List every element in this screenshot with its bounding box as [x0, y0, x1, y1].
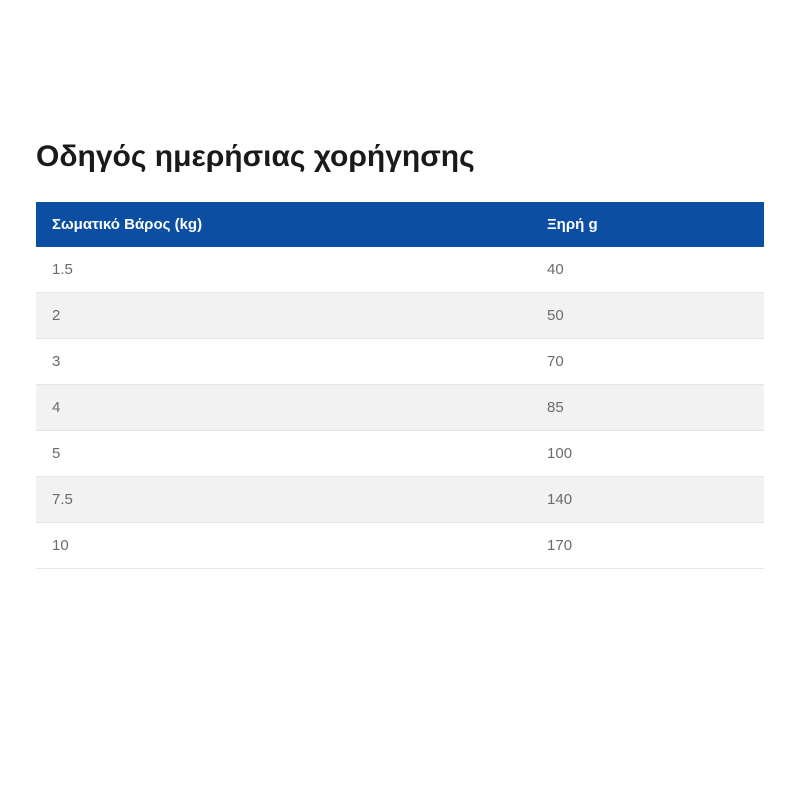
cell-dry: 140: [531, 477, 764, 523]
cell-dry: 70: [531, 339, 764, 385]
cell-dry: 50: [531, 293, 764, 339]
cell-weight: 10: [36, 523, 531, 569]
column-header-dry: Ξηρή g: [531, 202, 764, 247]
table-row: 4 85: [36, 385, 764, 431]
feeding-guide-table: Σωματικό Βάρος (kg) Ξηρή g 1.5 40 2 50 3…: [36, 202, 764, 569]
page-title: Οδηγός ημερήσιας χορήγησης: [36, 140, 764, 174]
cell-dry: 40: [531, 247, 764, 293]
table-row: 10 170: [36, 523, 764, 569]
cell-weight: 5: [36, 431, 531, 477]
cell-dry: 100: [531, 431, 764, 477]
column-header-weight: Σωματικό Βάρος (kg): [36, 202, 531, 247]
table-row: 2 50: [36, 293, 764, 339]
table-row: 3 70: [36, 339, 764, 385]
cell-weight: 3: [36, 339, 531, 385]
cell-weight: 4: [36, 385, 531, 431]
cell-weight: 1.5: [36, 247, 531, 293]
table-header-row: Σωματικό Βάρος (kg) Ξηρή g: [36, 202, 764, 247]
table-row: 1.5 40: [36, 247, 764, 293]
cell-dry: 170: [531, 523, 764, 569]
table-row: 5 100: [36, 431, 764, 477]
cell-weight: 7.5: [36, 477, 531, 523]
cell-dry: 85: [531, 385, 764, 431]
table-row: 7.5 140: [36, 477, 764, 523]
cell-weight: 2: [36, 293, 531, 339]
